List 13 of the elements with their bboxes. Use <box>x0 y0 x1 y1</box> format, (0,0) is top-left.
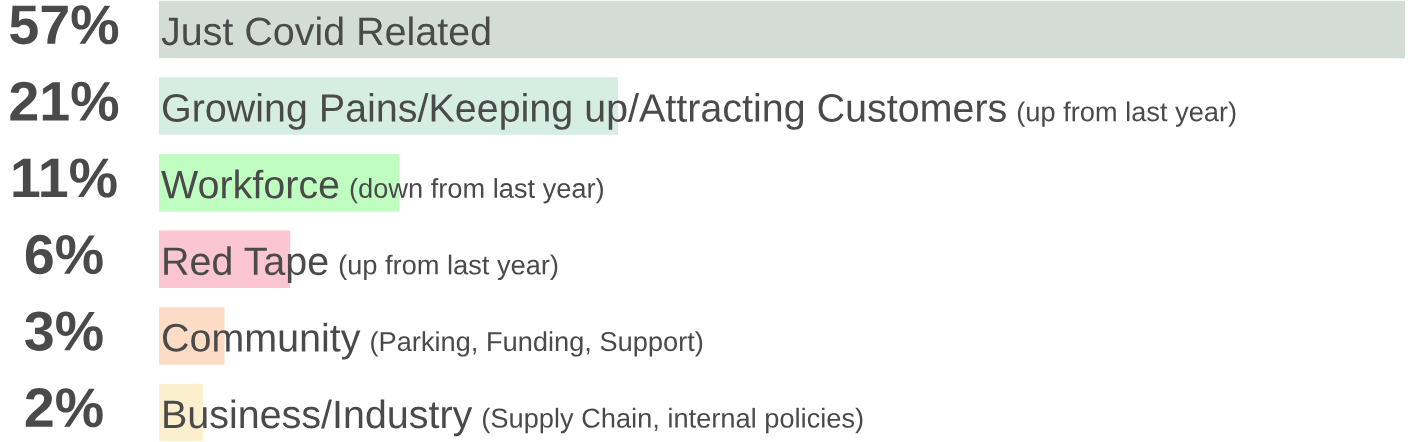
y-tick-label: Growing Pains/Keeping up/Attracting Customers (up from last year) <box>162 93 1236 130</box>
y-tick-label: Red Tape (up from last year) <box>164 246 558 283</box>
data-label: 21% <box>10 81 119 121</box>
bar <box>159 0 1405 59</box>
data-label: 3% <box>25 311 103 351</box>
y-tick-label: Workforce (down from last year) <box>161 169 603 204</box>
data-label: 2% <box>25 388 103 428</box>
y-tick-label: Just Covid Related <box>161 16 490 46</box>
data-label: 57% <box>10 5 119 45</box>
data-label: 6% <box>25 234 103 275</box>
y-tick-label: Business/Industry (Supply Chain, internal policies) <box>164 399 863 437</box>
data-label: 11% <box>13 158 117 198</box>
y-tick-label: Community (Parking, Funding, Support) <box>163 322 703 360</box>
